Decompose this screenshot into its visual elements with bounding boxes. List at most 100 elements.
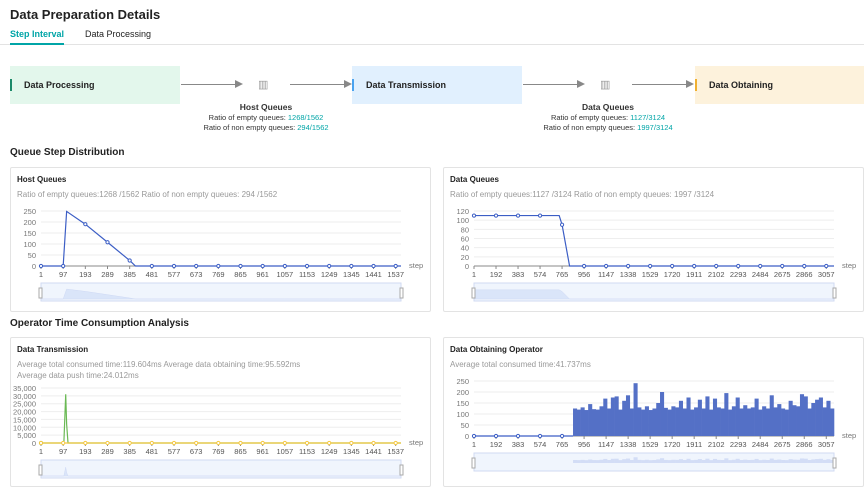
data-point <box>736 263 741 269</box>
data-point <box>238 263 243 269</box>
bar <box>682 408 687 436</box>
bar <box>694 407 699 436</box>
chart-subtitle: Ratio of empty queues:1268 /1562 Ratio o… <box>17 190 278 199</box>
label: Ratio of non empty queues: <box>543 123 638 132</box>
bar <box>637 407 642 436</box>
x-tick-label: 961 <box>256 447 269 456</box>
bar <box>750 407 755 436</box>
x-tick-label: 1441 <box>365 270 382 279</box>
arrow-icon <box>632 80 694 88</box>
data-point <box>802 263 807 269</box>
data-point <box>171 440 177 446</box>
x-tick-label: 2484 <box>752 440 769 449</box>
y-tick-label: 150 <box>456 399 469 408</box>
tab-step-interval[interactable]: Step Interval <box>10 29 65 45</box>
data-zoom-slider[interactable] <box>40 459 402 479</box>
x-tick-label: 1057 <box>277 447 294 456</box>
bar <box>697 399 702 436</box>
bar <box>610 397 615 436</box>
x-tick-label: 289 <box>101 447 114 456</box>
slider-handle-left[interactable] <box>38 287 43 299</box>
x-tick-label: 1338 <box>620 270 637 279</box>
bar <box>652 408 657 436</box>
x-tick-label: 1338 <box>620 440 637 449</box>
x-tick-label: 193 <box>79 447 92 456</box>
bar <box>803 396 808 436</box>
data-point <box>393 440 398 446</box>
data-point <box>648 263 653 269</box>
data-point <box>714 263 719 269</box>
bar <box>720 408 725 436</box>
bar <box>792 405 797 436</box>
data-point <box>493 213 499 218</box>
slider-handle-left[interactable] <box>471 457 476 469</box>
data-point <box>216 440 221 446</box>
x-tick-label: 385 <box>123 270 136 279</box>
x-tick-label: 289 <box>101 270 114 279</box>
nonempty-ratio: 1997/3124 <box>637 123 673 132</box>
bar <box>758 409 763 436</box>
bar <box>762 406 767 436</box>
x-tick-label: 1249 <box>321 447 338 456</box>
bar <box>576 409 581 436</box>
label: Ratio of empty queues: <box>550 113 631 122</box>
data-point <box>127 440 132 446</box>
data-zoom-slider[interactable] <box>473 282 835 302</box>
x-tick-label: 1147 <box>598 440 614 449</box>
chart-svg: 05,00010,00015,00020,00025,00030,00035,0… <box>13 384 423 479</box>
x-tick-label: 2293 <box>730 270 747 279</box>
x-tick-label: 865 <box>234 270 247 279</box>
data-point <box>61 263 66 269</box>
chart-subtitle: Ratio of empty queues:1127 /3124 Ratio o… <box>450 190 715 199</box>
y-tick-label: 80 <box>461 225 469 234</box>
data-transmission-chart: Data Transmission Average total consumed … <box>10 337 431 487</box>
section-title: Queue Step Distribution <box>10 147 125 158</box>
bar <box>724 393 729 436</box>
slider-handle-right[interactable] <box>832 287 837 299</box>
bar <box>588 404 593 436</box>
queue-icon: ▥ <box>600 79 611 91</box>
slider-handle-right[interactable] <box>832 457 837 469</box>
queue-icon: ▥ <box>258 79 269 91</box>
y-tick-label: 50 <box>461 421 469 430</box>
nonempty-ratio: 294/1562 <box>297 123 329 132</box>
data-point <box>393 263 398 269</box>
stage-data-processing: Data Processing <box>10 66 180 104</box>
data-point <box>537 213 543 218</box>
y-tick-label: 50 <box>28 251 36 260</box>
data-point <box>471 213 477 218</box>
data-point <box>171 263 177 269</box>
tab-data-processing[interactable]: Data Processing <box>85 29 152 39</box>
y-tick-label: 120 <box>456 207 469 216</box>
bar <box>811 403 816 436</box>
chart-subtitle: Average data push time:24.012ms <box>17 371 139 380</box>
x-tick-label: 577 <box>168 447 181 456</box>
x-tick-label: 1057 <box>277 270 294 279</box>
data-point <box>149 263 154 269</box>
x-tick-label: 1 <box>39 270 43 279</box>
chart-title: Data Queues <box>450 175 499 184</box>
host-queues-info: Host Queues Ratio of empty queues: 1268/… <box>181 101 351 133</box>
data-zoom-slider[interactable] <box>40 282 402 302</box>
data-point <box>216 263 221 269</box>
x-tick-label: 765 <box>556 270 569 279</box>
x-tick-label: 956 <box>578 440 591 449</box>
data-point <box>559 433 565 439</box>
slider-handle-right[interactable] <box>399 464 404 476</box>
y-tick-label: 30,000 <box>13 392 36 401</box>
slider-handle-right[interactable] <box>399 287 404 299</box>
slider-handle-left[interactable] <box>38 464 43 476</box>
bar <box>690 409 695 436</box>
series-line <box>41 394 401 444</box>
x-tick-label: 961 <box>256 270 269 279</box>
slider-handle-left[interactable] <box>471 287 476 299</box>
x-tick-label: 97 <box>59 270 67 279</box>
x-tick-label: 1147 <box>598 270 614 279</box>
data-zoom-slider[interactable] <box>473 452 835 472</box>
x-tick-label: 1911 <box>686 440 702 449</box>
y-tick-label: 200 <box>23 218 36 227</box>
x-axis-label: step <box>409 438 423 447</box>
bar <box>822 407 827 436</box>
arrow-icon <box>290 80 352 88</box>
data-point <box>83 440 88 446</box>
